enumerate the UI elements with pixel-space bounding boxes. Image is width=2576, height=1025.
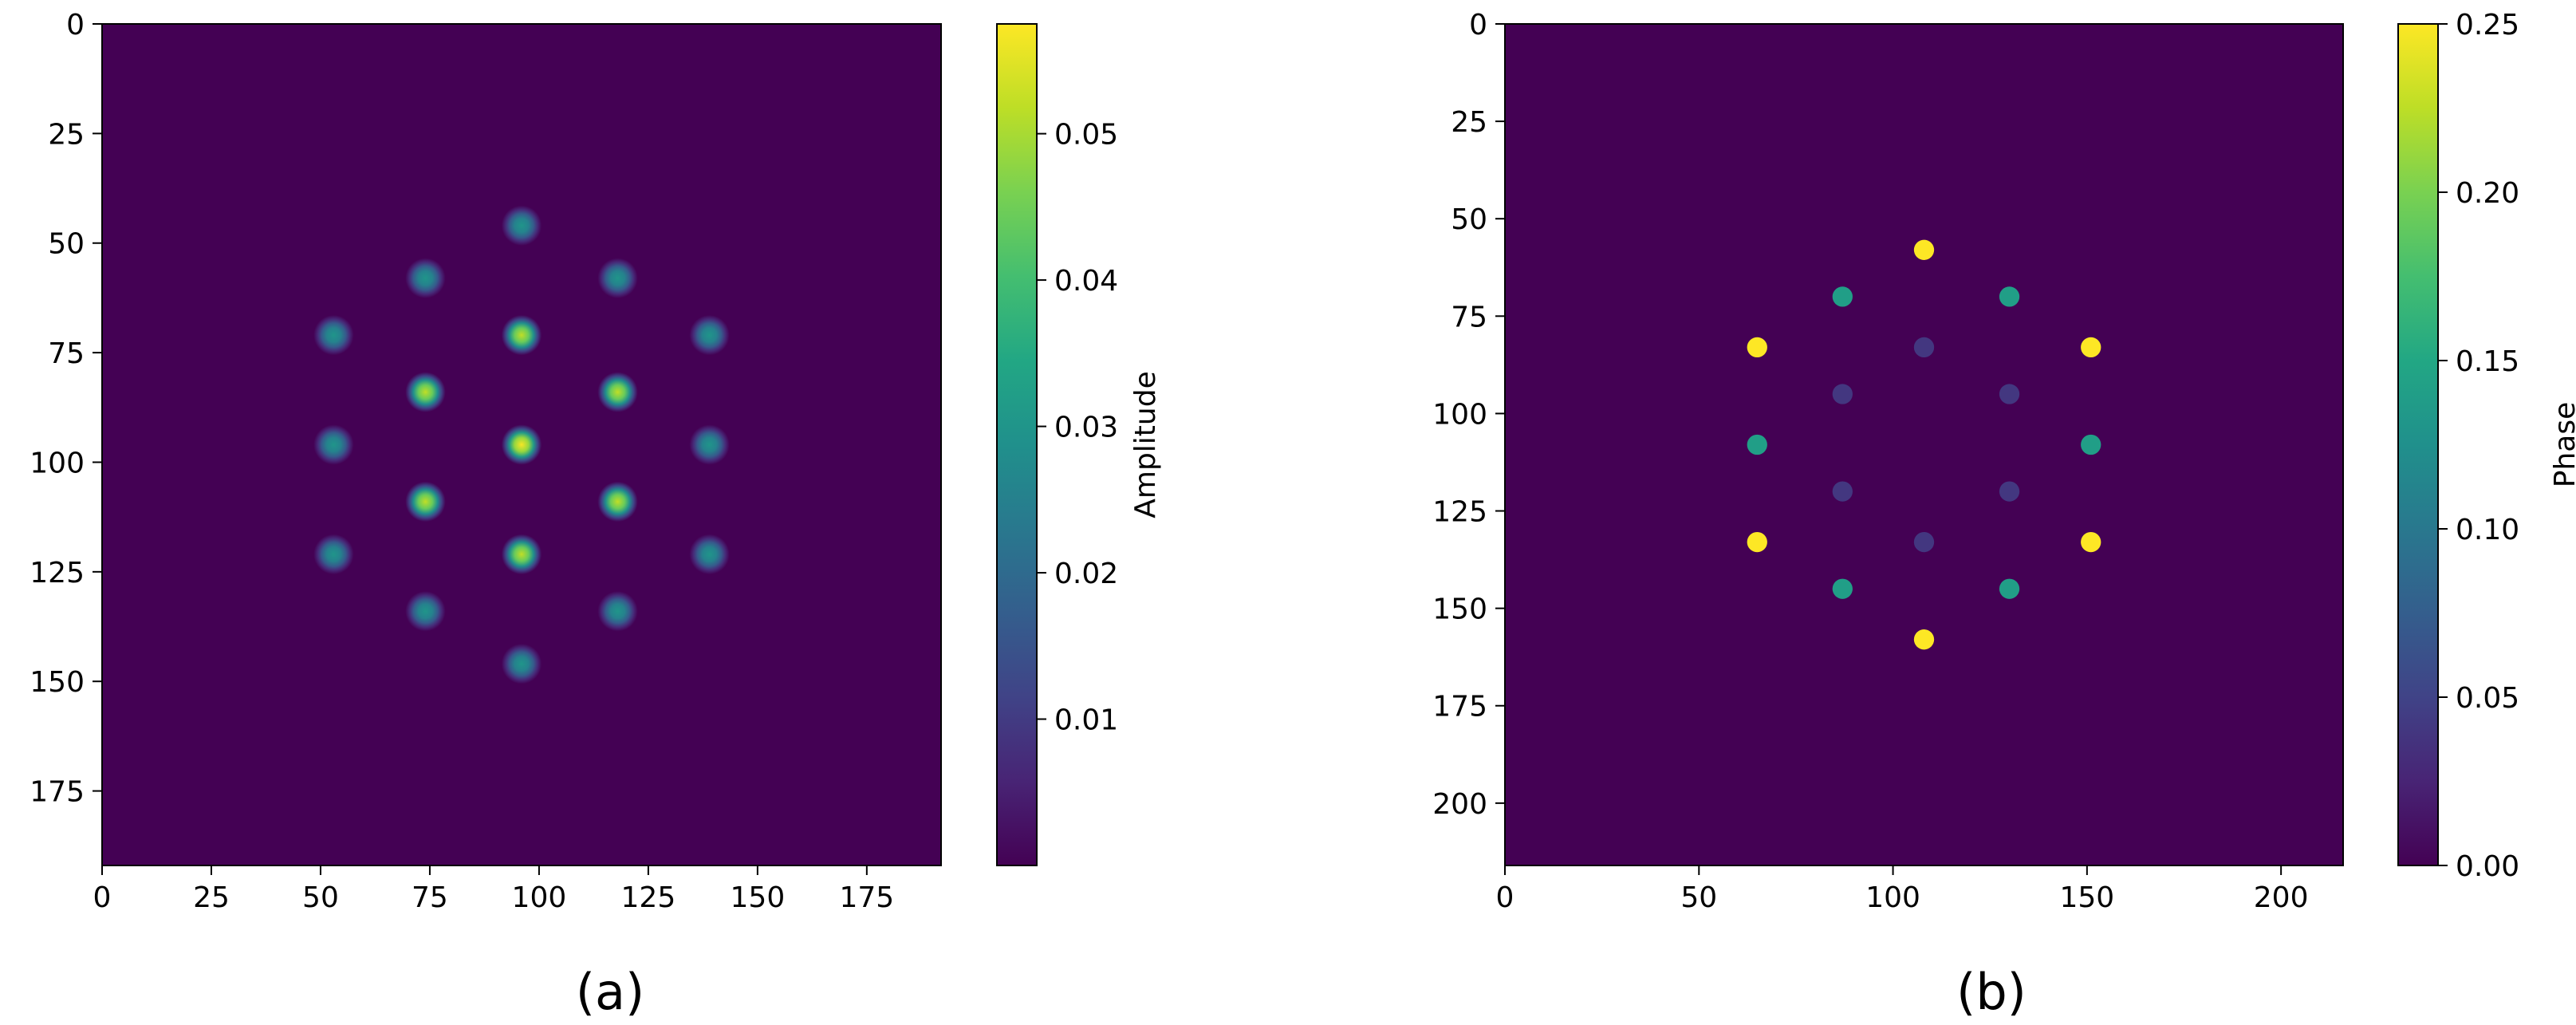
y-tick-label: 0 bbox=[1469, 9, 1487, 41]
heatmap-spot bbox=[1832, 481, 1853, 502]
panel-b: 0 50 100 150 200 0 25 50 75 100 125 150 175 200 0.00 0.… bbox=[1432, 9, 2576, 1021]
heatmap-spot bbox=[1832, 384, 1853, 404]
heatmap-spot bbox=[405, 258, 446, 298]
y-tick-label: 200 bbox=[1432, 788, 1487, 821]
y-tick-label: 75 bbox=[1451, 301, 1487, 333]
heatmap-spot bbox=[689, 424, 730, 465]
heatmap-spot bbox=[501, 534, 542, 575]
x-tick-label: 0 bbox=[93, 881, 112, 914]
x-tick-label: 125 bbox=[621, 881, 676, 914]
heatmap-spot bbox=[405, 481, 446, 522]
heatmap-spot bbox=[1913, 337, 1935, 358]
colorbar-tick-label: 0.15 bbox=[2456, 345, 2519, 378]
x-tick-label: 100 bbox=[1865, 881, 1920, 914]
heatmap-spot bbox=[1999, 578, 2020, 599]
y-tick-label: 25 bbox=[48, 118, 85, 151]
heatmap-spot bbox=[1999, 384, 2020, 404]
colorbar-tick-label: 0.00 bbox=[2456, 850, 2519, 883]
colorbar bbox=[2397, 23, 2439, 866]
heatmap-spot bbox=[313, 314, 354, 356]
heatmap-spot bbox=[1747, 531, 1767, 553]
heatmap-spot bbox=[501, 205, 542, 246]
heatmap-spots bbox=[1747, 239, 2101, 650]
panel-caption: (a) bbox=[576, 963, 644, 1021]
heatmap-spot bbox=[405, 591, 446, 632]
heatmap-spot bbox=[689, 314, 730, 356]
heatmap-spot bbox=[689, 534, 730, 575]
heatmap-spot bbox=[501, 314, 542, 356]
heatmap-spot bbox=[2081, 337, 2101, 358]
colorbar-label: Phase bbox=[2549, 402, 2576, 488]
colorbar-tick-label: 0.05 bbox=[1054, 119, 1118, 152]
y-tick-label: 175 bbox=[1432, 691, 1487, 723]
y-tick-label: 125 bbox=[1432, 496, 1487, 529]
x-tick-label: 150 bbox=[2060, 881, 2115, 914]
colorbar-label: Amplitude bbox=[1129, 371, 1162, 518]
heatmap-spot bbox=[2081, 531, 2101, 553]
heatmap-spot bbox=[1913, 531, 1935, 553]
heatmap-spot bbox=[405, 372, 446, 412]
axes-frame bbox=[101, 23, 942, 866]
colorbar-tick-label: 0.10 bbox=[2456, 514, 2519, 546]
heatmap-spot bbox=[597, 481, 638, 522]
heatmap-spot bbox=[1913, 629, 1935, 650]
heatmap-spot bbox=[1999, 286, 2020, 307]
y-tick-label: 175 bbox=[30, 776, 85, 809]
heatmap-spot bbox=[501, 424, 542, 465]
x-tick-label: 175 bbox=[839, 881, 894, 914]
y-tick-label: 125 bbox=[30, 557, 85, 589]
heatmap-spot bbox=[1913, 239, 1935, 260]
heatmap-spots bbox=[313, 205, 730, 684]
heatmap-spot bbox=[1999, 481, 2020, 502]
heatmap-spot bbox=[597, 258, 638, 298]
heatmap-spot bbox=[1832, 286, 1853, 307]
y-tick-label: 100 bbox=[1432, 398, 1487, 431]
y-tick-label: 100 bbox=[30, 447, 85, 479]
axes-frame bbox=[1504, 23, 2344, 866]
y-tick-label: 150 bbox=[30, 666, 85, 699]
colorbar-tick-label: 0.04 bbox=[1054, 265, 1118, 298]
y-tick-label: 75 bbox=[48, 337, 85, 370]
heatmap-spot bbox=[1747, 434, 1767, 455]
heatmap-spot bbox=[1747, 337, 1767, 358]
x-tick-label: 50 bbox=[1680, 881, 1717, 914]
panel-a: 0 25 50 75 100 125 150 175 0 25 50 75 100 125 150 175 0.… bbox=[30, 9, 1162, 1021]
colorbar-tick-label: 0.02 bbox=[1054, 558, 1118, 590]
colorbar-tick-label: 0.25 bbox=[2456, 9, 2519, 41]
heatmap-spot bbox=[597, 372, 638, 412]
heatmap-spot bbox=[313, 534, 354, 575]
heatmap-spot bbox=[313, 424, 354, 465]
y-tick-label: 0 bbox=[66, 9, 85, 41]
x-tick-label: 75 bbox=[412, 881, 448, 914]
colorbar-tick-label: 0.01 bbox=[1054, 704, 1118, 737]
heatmap-spot bbox=[1832, 578, 1853, 599]
panel-caption: (b) bbox=[1956, 963, 2027, 1021]
y-tick-label: 150 bbox=[1432, 593, 1487, 626]
colorbar-tick-label: 0.20 bbox=[2456, 177, 2519, 210]
x-tick-label: 150 bbox=[731, 881, 786, 914]
x-tick-label: 25 bbox=[193, 881, 230, 914]
x-tick-label: 200 bbox=[2254, 881, 2309, 914]
colorbar bbox=[996, 23, 1038, 866]
heatmap-spot bbox=[501, 644, 542, 684]
heatmap-spot bbox=[597, 591, 638, 632]
heatmap-spot bbox=[2081, 434, 2101, 455]
colorbar-tick-label: 0.03 bbox=[1054, 412, 1118, 444]
y-tick-label: 25 bbox=[1451, 106, 1487, 139]
y-tick-label: 50 bbox=[48, 228, 85, 261]
x-tick-label: 100 bbox=[512, 881, 567, 914]
x-tick-label: 0 bbox=[1496, 881, 1514, 914]
colorbar-tick-label: 0.05 bbox=[2456, 682, 2519, 715]
heatmap-background bbox=[1505, 24, 2343, 865]
y-tick-label: 50 bbox=[1451, 203, 1487, 236]
x-tick-label: 50 bbox=[302, 881, 339, 914]
